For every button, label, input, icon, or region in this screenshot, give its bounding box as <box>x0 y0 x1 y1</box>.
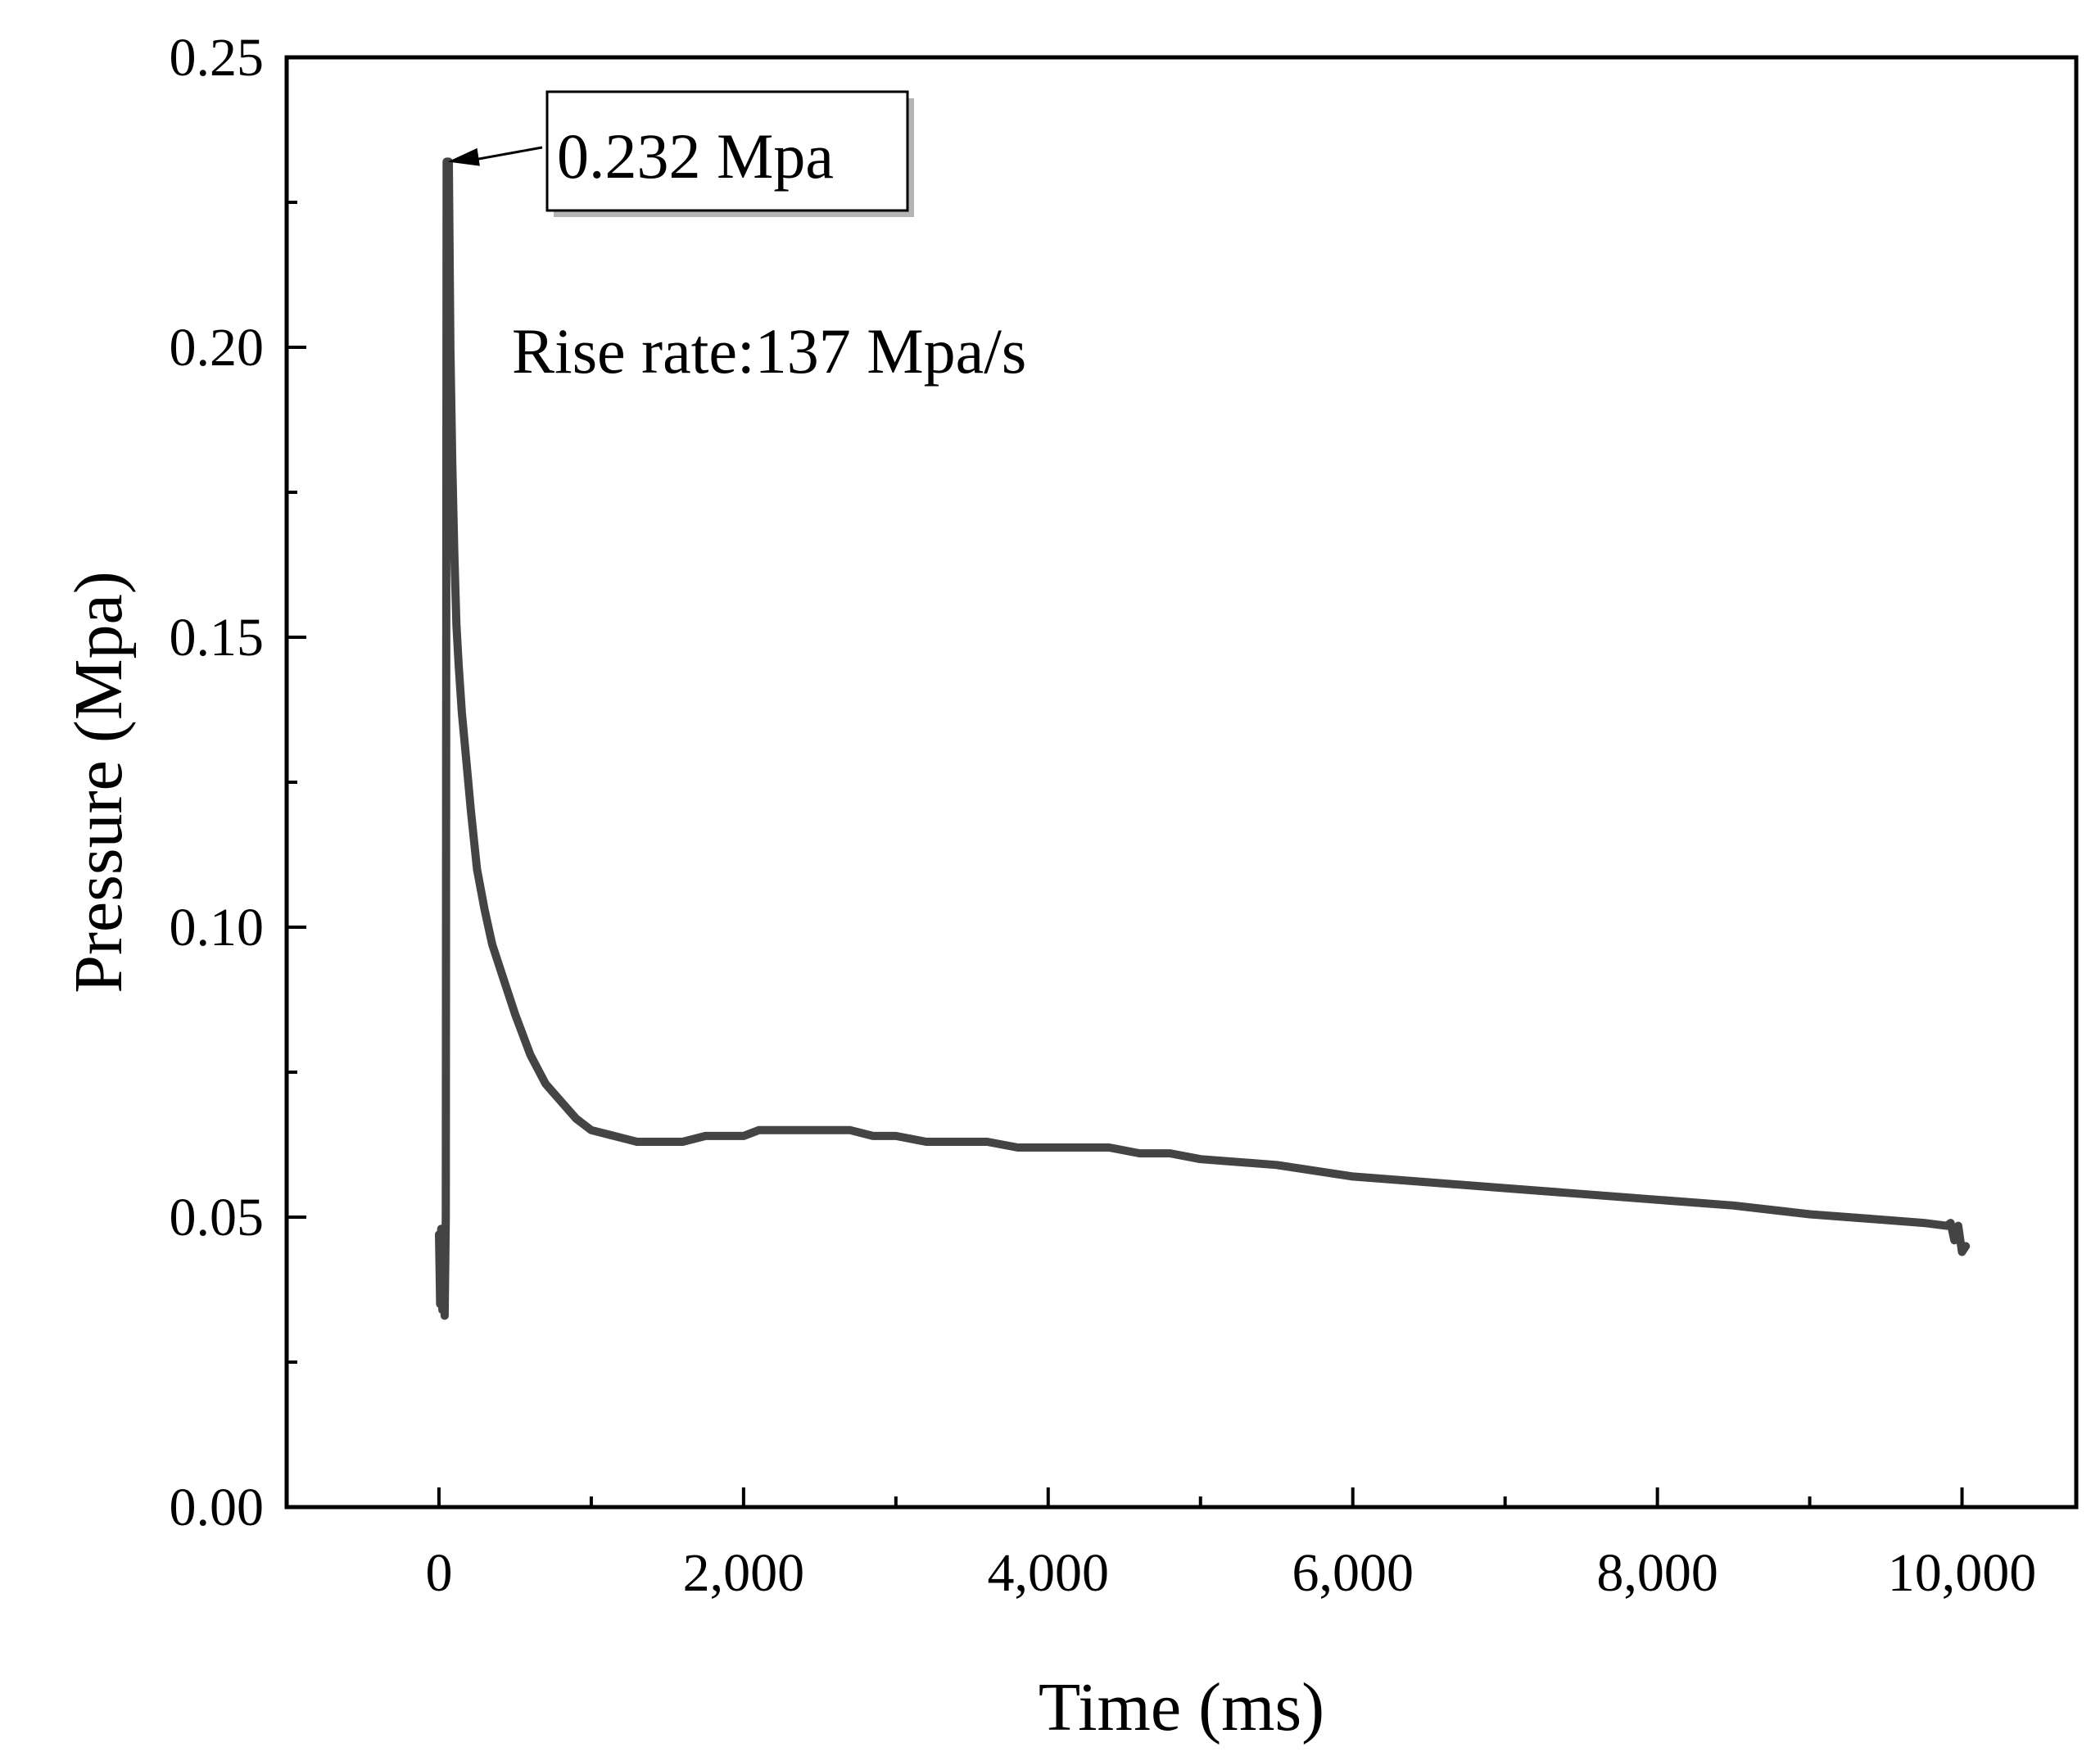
tick-labels-layer: 0 2,000 4,000 6,000 8,000 10,000 0.00 0.05 0.10 0… <box>170 28 2037 1603</box>
x-tick-label: 4,000 <box>988 1543 1110 1603</box>
x-tick-label: 8,000 <box>1596 1543 1718 1603</box>
y-axis-title: Pressure (Mpa) <box>61 571 137 994</box>
peak-label-text: 0.232 Mpa <box>557 120 834 192</box>
plot-frame <box>284 55 2079 1510</box>
y-tick-label: 0.00 <box>170 1478 265 1537</box>
x-tick-label: 6,000 <box>1292 1543 1414 1603</box>
ticks-layer <box>287 56 1964 1509</box>
y-tick-label: 0.15 <box>170 608 265 668</box>
x-tick-label: 0 <box>425 1543 452 1603</box>
y-tick-label: 0.25 <box>170 28 265 88</box>
y-tick-label: 0.20 <box>170 318 265 378</box>
series-line-pressure <box>435 157 1971 1320</box>
y-tick-label: 0.05 <box>170 1188 265 1247</box>
rise-rate-annotation: Rise rate:137 Mpa/s <box>512 315 1026 387</box>
x-axis-title: Time (ms) <box>1039 1669 1324 1745</box>
y-tick-label: 0.10 <box>170 898 265 957</box>
peak-arrow-head <box>447 147 480 166</box>
peak-label-box <box>545 90 909 212</box>
peak-arrow <box>472 146 543 161</box>
x-tick-label: 2,000 <box>683 1543 805 1603</box>
x-tick-label: 10,000 <box>1888 1543 2037 1603</box>
